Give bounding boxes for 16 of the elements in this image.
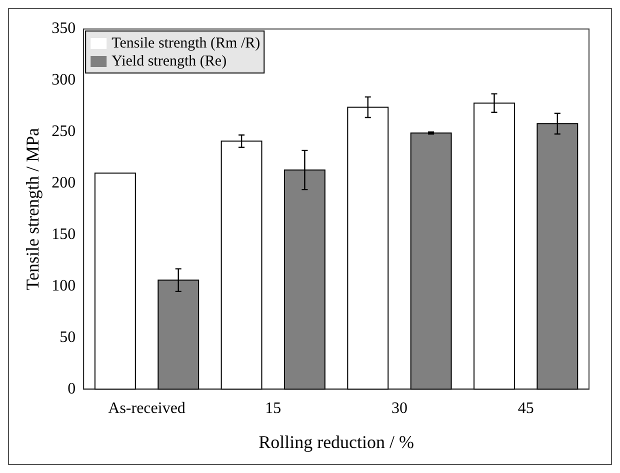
x-tick-label: 45 [518,400,534,418]
y-tick-label: 50 [60,328,76,346]
x-axis-title: Rolling reduction / % [258,432,414,452]
y-tick-label: 350 [52,20,76,38]
x-tick-label: 15 [265,400,282,418]
y-tick-label: 0 [68,380,76,398]
y-tick-label: 200 [52,174,76,192]
x-tick-label: As-received [108,400,186,418]
y-tick-label: 300 [52,72,76,89]
legend-label: Tensile strength (Rm /R) [112,35,260,52]
x-tick-label: 30 [391,400,408,418]
y-tick-label: 150 [52,226,76,244]
y-axis-title: Tensile strength / MPa [22,128,43,290]
legend-label: Yield strength (Re) [112,53,227,70]
y-tick-label: 100 [52,277,76,294]
y-tick-label: 250 [52,123,76,140]
